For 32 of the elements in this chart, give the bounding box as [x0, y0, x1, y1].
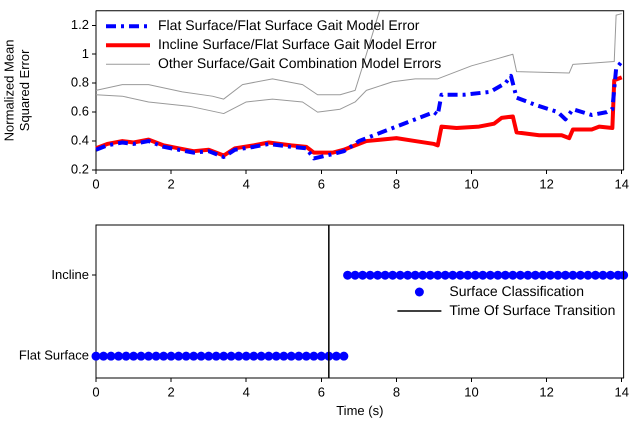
line-series [94, 59, 624, 160]
x-tick-label: 8 [392, 176, 400, 192]
x-tick-label: 2 [167, 176, 175, 192]
x-axis-title: Time (s) [336, 402, 384, 418]
x-tick-label: 0 [92, 176, 100, 192]
x-tick-label: 10 [464, 176, 479, 192]
x-tick-label: 14 [614, 384, 629, 400]
legend-label: Surface Classification [449, 282, 584, 299]
x-tick-label: 6 [318, 176, 325, 192]
x-tick-label: 8 [392, 384, 400, 400]
x-tick-label: 14 [614, 176, 629, 192]
y-tick-label: 0.6 [70, 104, 89, 119]
y-tick-label: 0.4 [70, 132, 89, 148]
y-tick-label: Flat Surface [18, 348, 89, 363]
x-tick-label: 4 [242, 176, 250, 192]
x-tick-label: 12 [539, 176, 554, 192]
ref-line-label: Time Of Surface Transition [449, 302, 616, 318]
x-tick-label: 2 [167, 384, 175, 400]
x-tick-label: 4 [242, 384, 250, 400]
y-tick-label: 1 [82, 46, 89, 61]
x-tick-label: 12 [539, 384, 554, 400]
x-tick-label: 6 [318, 384, 325, 400]
y-tick-label: 1.2 [70, 16, 89, 32]
y-tick-label: 0.2 [70, 162, 89, 177]
y-tick-label: 0.8 [70, 74, 89, 90]
x-tick-label: 10 [464, 384, 479, 400]
y-tick-label: Incline [51, 266, 89, 282]
y-axis-title: Normalized Mean Squared Error [1, 39, 32, 142]
x-tick-label: 0 [92, 384, 100, 400]
legend-label: Flat Surface/Flat Surface Gait Model Error [158, 17, 420, 34]
legend-label: Incline Surface/Flat Surface Gait Model Error [158, 36, 437, 52]
legend-label: Other Surface/Gait Combination Model Errors [158, 55, 442, 72]
